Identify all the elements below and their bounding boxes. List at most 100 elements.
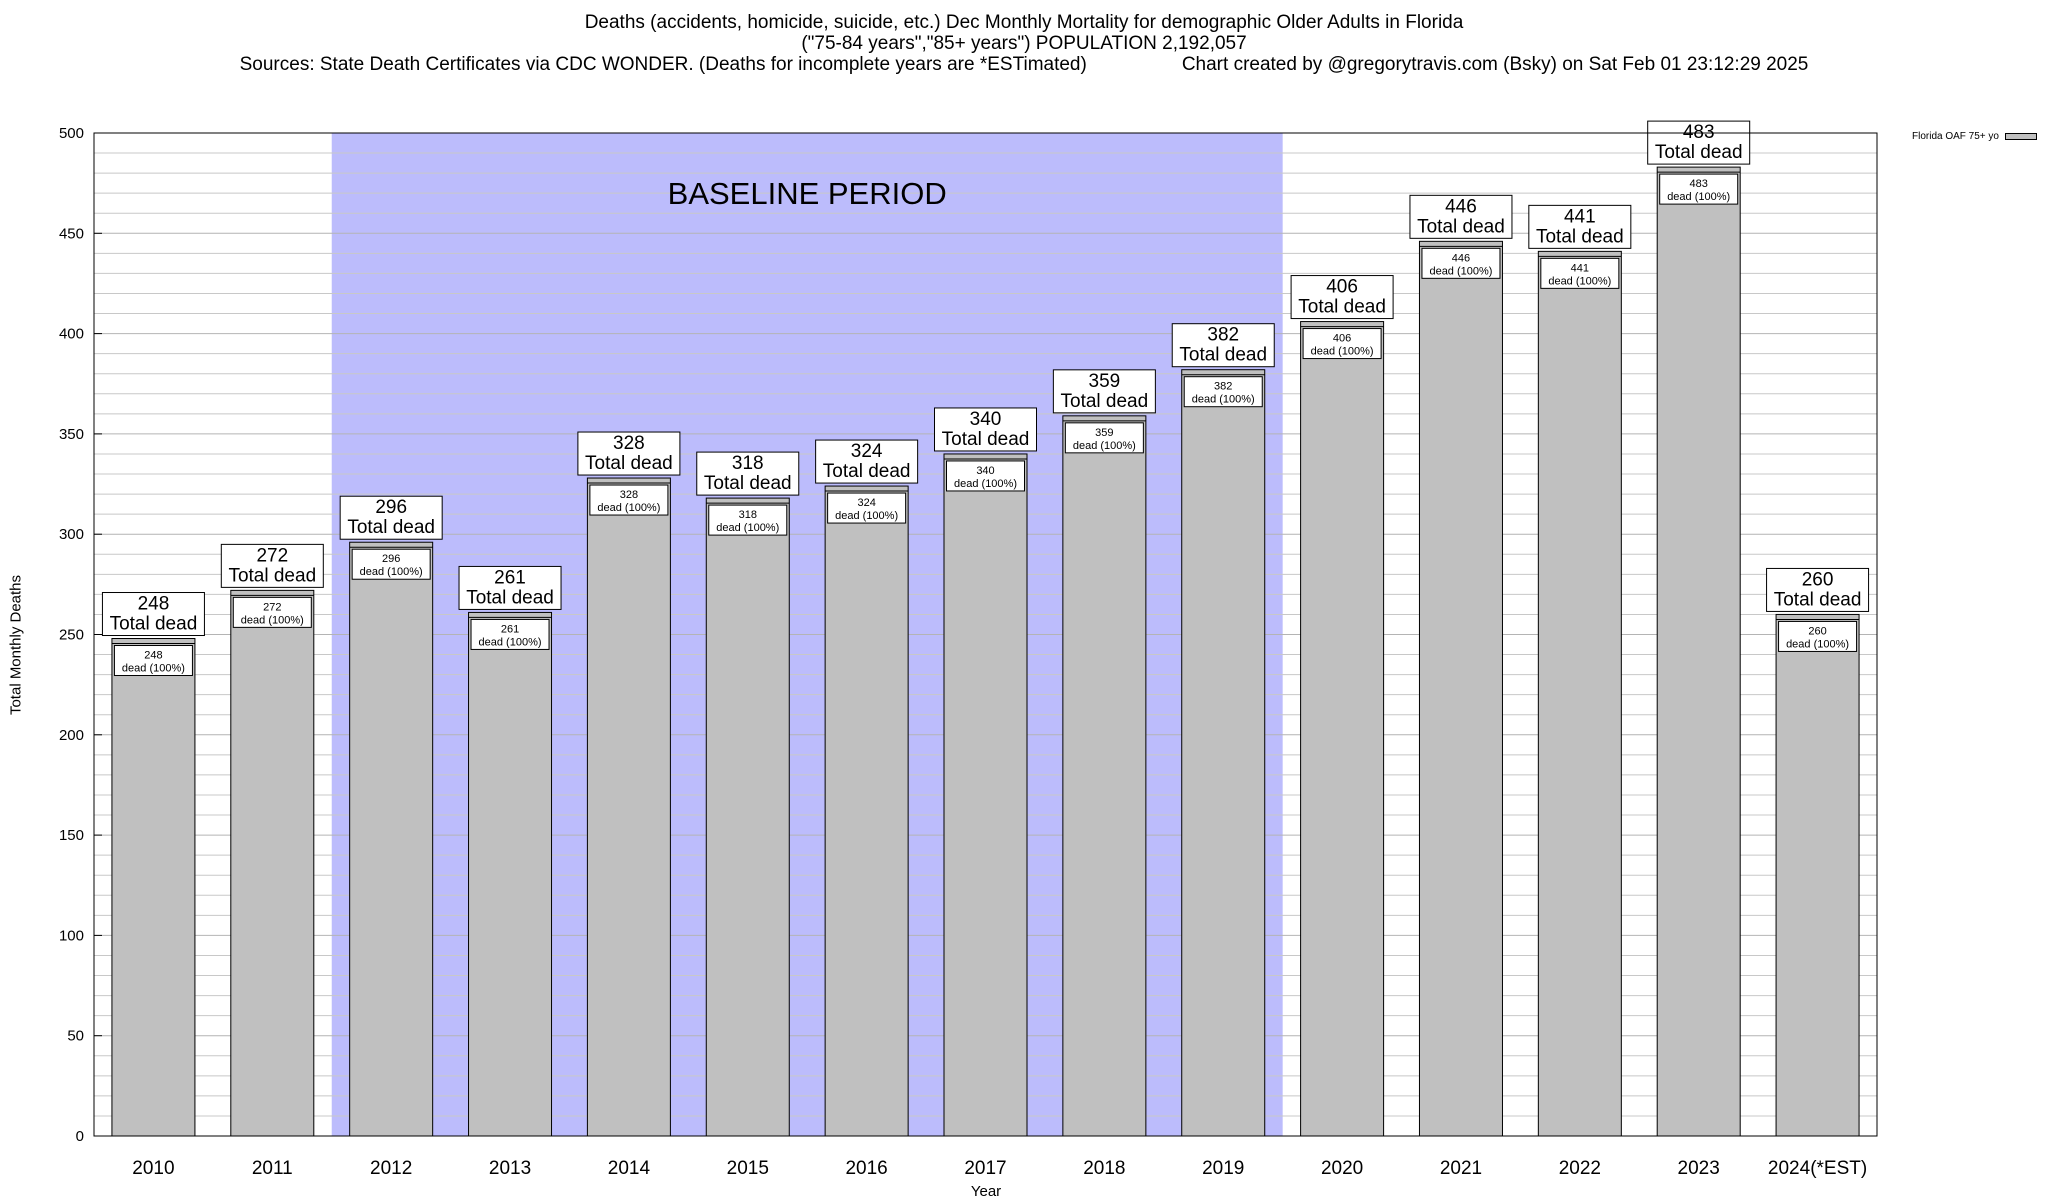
inner-label-value: 406 (1333, 333, 1351, 345)
y-tick-label: 500 (59, 125, 84, 142)
inner-label-box (1421, 247, 1501, 279)
top-label-box (696, 451, 800, 496)
top-label-value: 272 (256, 545, 288, 566)
inner-label-value: 441 (1571, 262, 1589, 274)
y-tick-label: 50 (67, 1028, 84, 1045)
top-label-value: 446 (1445, 196, 1477, 217)
inner-label-text: dead (100%) (1548, 275, 1611, 287)
top-label-value: 328 (613, 433, 645, 454)
top-label-box (815, 439, 919, 484)
bar (705, 497, 790, 1137)
inner-label-value: 260 (1808, 625, 1826, 637)
top-label-box (220, 543, 324, 588)
top-label-value: 340 (970, 409, 1002, 430)
top-label-text: Total dead (1298, 297, 1386, 318)
top-label-text: Total dead (1417, 216, 1505, 237)
inner-label-box (1183, 376, 1263, 408)
inner-label-box (827, 492, 907, 524)
inner-label-text: dead (100%) (1786, 638, 1849, 650)
bar (1062, 415, 1147, 1137)
top-label-text: Total dead (1179, 345, 1267, 366)
x-tick-label: 2022 (1559, 1158, 1601, 1179)
inner-label-value: 446 (1452, 252, 1470, 264)
top-label-value: 296 (375, 497, 407, 518)
inner-label-text: dead (100%) (360, 566, 423, 578)
top-label-text: Total dead (110, 614, 198, 635)
legend-swatch (2004, 133, 2037, 140)
y-tick-label: 150 (59, 827, 84, 844)
top-label-box (1052, 369, 1156, 414)
bar (111, 638, 196, 1137)
inner-label-text: dead (100%) (479, 636, 542, 648)
x-tick-label: 2015 (727, 1158, 769, 1179)
top-label-value: 261 (494, 567, 526, 588)
bar (1656, 166, 1741, 1137)
bar (943, 453, 1028, 1137)
top-label-text: Total dead (1536, 226, 1624, 247)
top-label-text: Total dead (1655, 142, 1743, 163)
inner-label-text: dead (100%) (954, 478, 1017, 490)
inner-label-box (470, 618, 550, 650)
inner-label-value: 483 (1690, 178, 1708, 190)
x-tick-label: 2012 (370, 1158, 412, 1179)
bar (468, 611, 553, 1137)
bar (1300, 321, 1385, 1137)
y-tick-label: 200 (59, 727, 84, 744)
x-tick-label: 2024(*EST) (1768, 1158, 1867, 1179)
inner-label-box (232, 596, 312, 628)
x-tick-label: 2019 (1202, 1158, 1244, 1179)
top-label-box (1766, 567, 1870, 612)
top-label-text: Total dead (347, 517, 435, 538)
chart-title: Deaths (accidents, homicide, suicide, et… (584, 12, 1464, 33)
chart-title-block: Deaths (accidents, homicide, suicide, et… (0, 12, 2048, 75)
top-label-text: Total dead (823, 461, 911, 482)
top-label-box (934, 407, 1037, 452)
inner-label-box (1659, 173, 1739, 205)
top-label-box (1528, 204, 1632, 249)
inner-label-text: dead (100%) (1311, 346, 1374, 358)
x-tick-label: 2011 (252, 1158, 293, 1179)
inner-label-text: dead (100%) (241, 614, 304, 626)
y-tick-label: 250 (59, 627, 84, 644)
bar (230, 589, 315, 1137)
bar (349, 541, 434, 1137)
inner-label-box (113, 645, 193, 677)
top-label-text: Total dead (942, 429, 1030, 450)
bar (1181, 369, 1266, 1137)
y-tick-label: 100 (59, 927, 84, 944)
inner-label-value: 324 (857, 497, 875, 509)
top-label-box (1171, 323, 1275, 368)
inner-label-value: 340 (976, 465, 994, 477)
x-tick-label: 2014 (608, 1158, 651, 1179)
y-tick-label: 400 (59, 326, 84, 343)
x-tick-label: 2018 (1083, 1158, 1125, 1179)
top-label-value: 318 (732, 453, 764, 474)
top-label-value: 441 (1564, 206, 1596, 227)
inner-label-value: 261 (501, 623, 519, 635)
inner-label-value: 359 (1095, 427, 1113, 439)
inner-label-box (1064, 422, 1144, 454)
inner-label-box (1540, 257, 1620, 289)
top-label-box (577, 431, 681, 476)
inner-label-text: dead (100%) (122, 663, 185, 675)
inner-label-box (946, 460, 1025, 492)
inner-label-value: 382 (1214, 381, 1232, 393)
top-label-text: Total dead (228, 565, 316, 586)
x-tick-label: 2023 (1678, 1158, 1720, 1179)
x-tick-label: 2017 (964, 1158, 1006, 1179)
top-label-box (101, 592, 205, 637)
x-tick-label: 2016 (845, 1158, 887, 1179)
y-tick-label: 300 (59, 526, 84, 543)
top-label-value: 324 (851, 441, 883, 462)
x-tick-label: 2010 (132, 1158, 174, 1179)
x-tick-label: 2021 (1440, 1158, 1482, 1179)
top-label-value: 359 (1089, 371, 1121, 392)
top-label-text: Total dead (1061, 391, 1149, 412)
bar (1418, 240, 1503, 1137)
top-label-box (1290, 275, 1394, 320)
inner-label-text: dead (100%) (1667, 191, 1730, 203)
inner-label-value: 318 (739, 509, 757, 521)
y-axis-label: Total Monthly Deaths (7, 574, 25, 716)
top-label-text: Total dead (585, 453, 673, 474)
